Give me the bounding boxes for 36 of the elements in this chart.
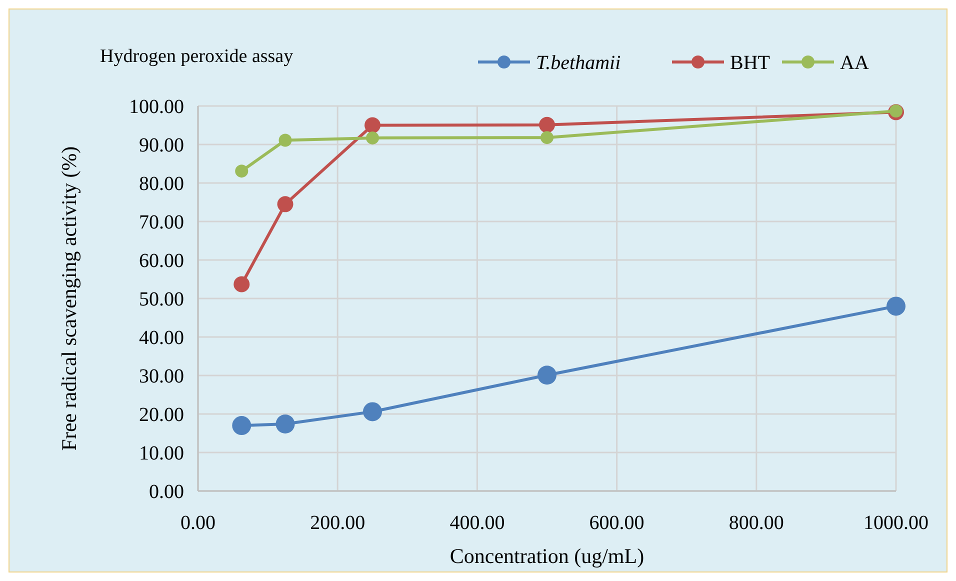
y-tick-label: 70.00 — [139, 212, 184, 234]
point — [886, 296, 906, 316]
y-tick-label: 50.00 — [139, 288, 184, 310]
x-axis-title: Concentration (ug/mL) — [450, 544, 644, 568]
y-tick-label: 30.00 — [139, 366, 184, 388]
point — [276, 414, 295, 434]
point — [235, 164, 248, 178]
point — [234, 276, 250, 292]
point — [539, 116, 555, 133]
point — [540, 131, 554, 144]
x-tick-label: 400.00 — [450, 512, 505, 534]
y-axis-title: Free radical scavenging activity (%) — [57, 146, 81, 451]
legend-label: T.bethamii — [536, 52, 621, 74]
point — [364, 117, 380, 134]
x-tick-label: 1000.00 — [864, 512, 928, 534]
point — [366, 131, 379, 144]
x-tick-label: 600.00 — [589, 512, 644, 534]
point — [277, 196, 294, 212]
point — [363, 402, 382, 422]
legend-label: AA — [840, 52, 870, 74]
point — [278, 134, 292, 147]
x-tick-label: 800.00 — [728, 512, 784, 534]
x-tick-label: 200.00 — [310, 512, 366, 534]
chart-title: Hydrogen peroxide assay — [100, 46, 294, 67]
x-tick-label: 0.00 — [180, 512, 216, 534]
y-tick-label: 100.00 — [129, 96, 184, 118]
y-tick-label: 0.00 — [149, 481, 184, 503]
y-tick-label: 80.00 — [139, 173, 184, 195]
y-tick-label: 60.00 — [139, 250, 184, 272]
y-tick-label: 20.00 — [139, 404, 184, 426]
y-tick-label: 10.00 — [139, 442, 184, 464]
point — [538, 366, 556, 385]
y-tick-label: 40.00 — [139, 327, 184, 349]
point — [232, 416, 252, 436]
y-tick-label: 90.00 — [139, 134, 184, 156]
legend-label: BHT — [730, 52, 770, 74]
